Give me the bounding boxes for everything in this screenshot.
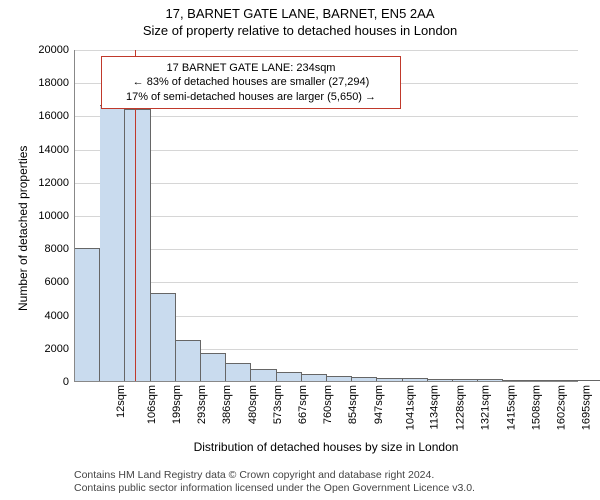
- chart-container: 17, BARNET GATE LANE, BARNET, EN5 2AA Si…: [0, 0, 600, 500]
- histogram-bar: [377, 378, 402, 381]
- footer: Contains HM Land Registry data © Crown c…: [74, 469, 475, 496]
- histogram-bar: [327, 376, 352, 381]
- y-tick-label: 18000: [38, 77, 75, 89]
- histogram-bar: [151, 293, 176, 381]
- x-tick-label: 386sqm: [222, 385, 234, 424]
- histogram-bar: [554, 380, 579, 381]
- x-tick-label: 106sqm: [146, 385, 158, 424]
- y-tick-label: 14000: [38, 144, 75, 156]
- plot-area: 0200040006000800010000120001400016000180…: [74, 50, 578, 382]
- histogram-bar: [503, 380, 528, 381]
- footer-line-2: Contains public sector information licen…: [74, 482, 475, 496]
- x-tick-label: 199sqm: [171, 385, 183, 424]
- y-axis-label: Number of detached properties: [16, 146, 30, 311]
- gridline: [75, 50, 578, 51]
- chart-title: 17, BARNET GATE LANE, BARNET, EN5 2AA: [0, 0, 600, 21]
- footer-line-1: Contains HM Land Registry data © Crown c…: [74, 469, 475, 483]
- x-tick-label: 1508sqm: [530, 385, 542, 430]
- histogram-bar: [251, 369, 276, 381]
- y-tick-label: 12000: [38, 177, 75, 189]
- histogram-bar: [478, 379, 503, 381]
- histogram-bar: [176, 340, 201, 382]
- x-tick-label: 480sqm: [247, 385, 259, 424]
- x-tick-label: 947sqm: [373, 385, 385, 424]
- y-tick-label: 8000: [45, 243, 75, 255]
- histogram-bar: [125, 109, 150, 381]
- annotation-line: 17% of semi-detached houses are larger (…: [110, 90, 392, 104]
- x-tick-label: 667sqm: [297, 385, 309, 424]
- y-tick-label: 16000: [38, 110, 75, 122]
- histogram-bar: [277, 372, 302, 381]
- annotation-box: 17 BARNET GATE LANE: 234sqm← 83% of deta…: [101, 56, 401, 109]
- x-tick-label: 854sqm: [348, 385, 360, 424]
- x-tick-label: 1041sqm: [404, 385, 416, 430]
- y-tick-label: 6000: [45, 276, 75, 288]
- x-axis-label: Distribution of detached houses by size …: [74, 440, 578, 454]
- histogram-bar: [226, 363, 251, 381]
- y-tick-label: 2000: [45, 343, 75, 355]
- histogram-bar: [453, 379, 478, 381]
- x-tick-label: 1228sqm: [454, 385, 466, 430]
- chart-subtitle: Size of property relative to detached ho…: [0, 21, 600, 38]
- x-tick-label: 1602sqm: [555, 385, 567, 430]
- x-tick-label: 12sqm: [115, 385, 127, 418]
- x-tick-label: 573sqm: [272, 385, 284, 424]
- histogram-bar: [100, 105, 125, 381]
- histogram-bar: [201, 353, 226, 381]
- y-tick-label: 10000: [38, 210, 75, 222]
- x-tick-label: 760sqm: [322, 385, 334, 424]
- histogram-bar: [302, 374, 327, 381]
- histogram-bar: [75, 248, 100, 381]
- x-tick-label: 293sqm: [196, 385, 208, 424]
- histogram-bar: [579, 380, 600, 381]
- annotation-line: ← 83% of detached houses are smaller (27…: [110, 75, 392, 89]
- histogram-bar: [529, 380, 554, 381]
- y-tick-label: 20000: [38, 44, 75, 56]
- x-tick-label: 1321sqm: [480, 385, 492, 430]
- x-tick-label: 1415sqm: [505, 385, 517, 430]
- x-tick-label: 1134sqm: [428, 385, 440, 429]
- y-tick-label: 4000: [45, 310, 75, 322]
- annotation-line: 17 BARNET GATE LANE: 234sqm: [110, 61, 392, 75]
- x-tick-label: 1695sqm: [580, 385, 592, 430]
- histogram-bar: [403, 378, 428, 381]
- y-tick-label: 0: [63, 376, 75, 388]
- histogram-bar: [428, 379, 453, 381]
- histogram-bar: [352, 377, 377, 381]
